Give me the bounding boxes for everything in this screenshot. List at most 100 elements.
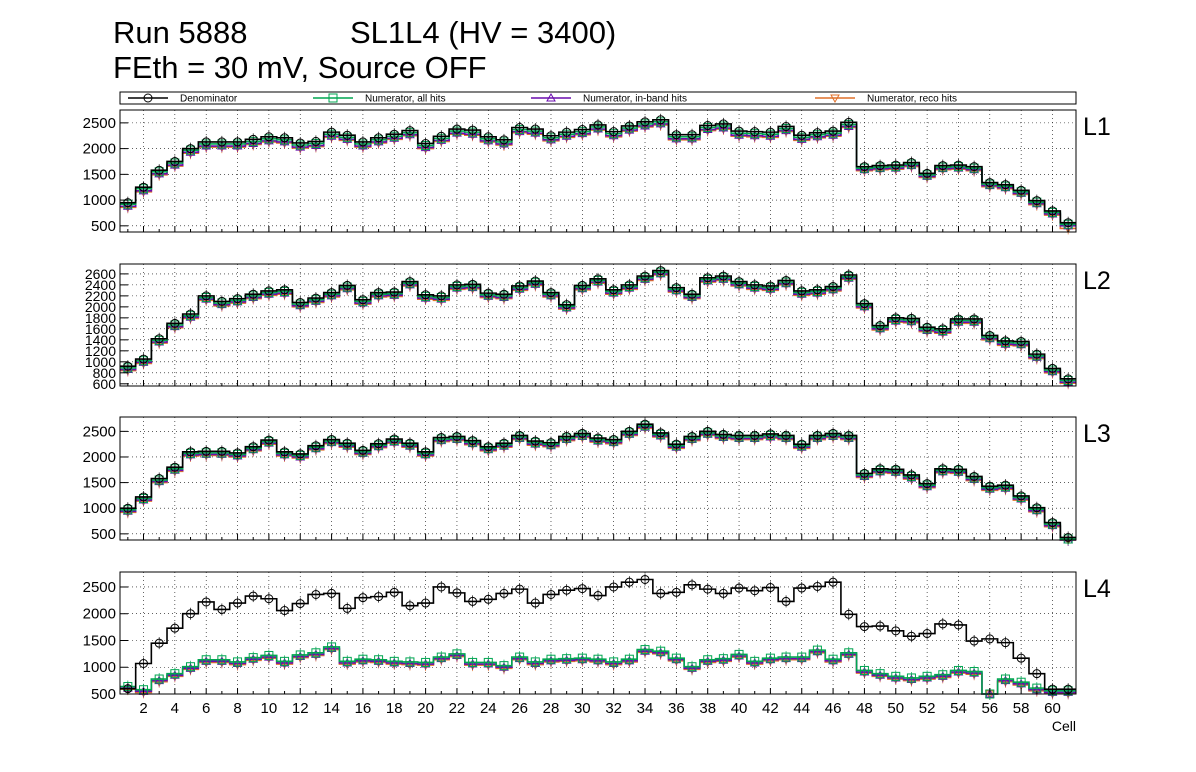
data-point xyxy=(703,426,713,436)
y-tick-label: 2500 xyxy=(83,579,116,596)
data-point xyxy=(906,631,916,641)
data-point xyxy=(624,426,634,436)
data-point xyxy=(906,673,916,683)
data-point xyxy=(765,127,775,137)
data-point xyxy=(828,654,838,664)
data-point xyxy=(1063,532,1073,542)
data-point xyxy=(170,156,180,166)
y-tick-label: 2500 xyxy=(83,115,116,132)
data-point xyxy=(405,126,415,136)
data-point xyxy=(844,430,854,440)
data-point xyxy=(233,598,243,608)
data-point xyxy=(280,285,290,295)
data-point xyxy=(938,670,948,680)
data-point xyxy=(280,133,290,143)
data-point xyxy=(483,288,493,298)
data-point xyxy=(640,271,650,281)
x-tick-label: 60 xyxy=(1044,700,1061,717)
x-axis-label: Cell xyxy=(1052,718,1076,734)
data-point xyxy=(891,464,901,474)
data-point xyxy=(264,650,274,660)
data-point xyxy=(656,588,666,598)
data-point xyxy=(1016,336,1026,346)
data-point xyxy=(985,481,995,491)
data-point xyxy=(374,439,384,449)
data-point xyxy=(295,599,305,609)
data-point xyxy=(358,295,368,305)
data-point xyxy=(922,322,932,332)
x-tick-label: 8 xyxy=(233,700,241,717)
data-point xyxy=(797,286,807,296)
data-point xyxy=(828,428,838,438)
data-point xyxy=(186,447,196,457)
data-point xyxy=(248,134,258,144)
data-point xyxy=(922,168,932,178)
data-point xyxy=(421,447,431,457)
data-point xyxy=(436,131,446,141)
x-tick-label: 40 xyxy=(731,700,748,717)
data-point xyxy=(640,574,650,584)
data-point xyxy=(327,588,337,598)
data-point xyxy=(562,431,572,441)
x-tick-label: 30 xyxy=(574,700,591,717)
data-point xyxy=(483,442,493,452)
data-point xyxy=(609,435,619,445)
data-point xyxy=(358,137,368,147)
data-point xyxy=(656,266,666,276)
legend-label-2: Numerator, in-band hits xyxy=(583,94,687,105)
data-point xyxy=(233,137,243,147)
y-tick-label: 2000 xyxy=(85,299,116,315)
data-point xyxy=(233,294,243,304)
data-point xyxy=(750,127,760,137)
data-point xyxy=(499,661,509,671)
series-0 xyxy=(120,113,1076,229)
data-point xyxy=(233,448,243,458)
data-point xyxy=(687,289,697,299)
data-point xyxy=(515,281,525,291)
data-point xyxy=(374,592,384,602)
data-point xyxy=(139,659,149,668)
data-point xyxy=(530,436,540,446)
data-point xyxy=(264,594,274,604)
y-tick-label: 2600 xyxy=(85,266,116,282)
data-point xyxy=(765,653,775,663)
panel-label: L2 xyxy=(1083,267,1111,295)
data-point xyxy=(186,609,196,619)
y-tick-label: 2000 xyxy=(83,449,116,466)
data-point xyxy=(750,586,760,596)
data-point xyxy=(358,593,368,603)
data-point xyxy=(499,588,509,598)
data-point xyxy=(483,657,493,667)
data-point xyxy=(311,441,321,451)
data-point xyxy=(436,652,446,662)
panel-label: L3 xyxy=(1083,420,1111,448)
data-point xyxy=(938,619,948,629)
data-point xyxy=(640,645,650,655)
data-point xyxy=(186,309,196,319)
data-point xyxy=(859,162,869,172)
series-0 xyxy=(120,418,1076,544)
data-point xyxy=(703,584,713,594)
data-point xyxy=(985,178,995,188)
data-point xyxy=(671,439,681,449)
data-point xyxy=(577,584,587,594)
data-point xyxy=(1032,349,1042,359)
data-point xyxy=(342,130,352,140)
legend-marker-2 xyxy=(546,92,556,102)
data-point xyxy=(781,430,791,440)
data-point xyxy=(953,620,963,630)
data-point xyxy=(468,279,478,289)
data-point xyxy=(1032,503,1042,513)
data-point xyxy=(781,121,791,131)
data-point xyxy=(812,285,822,295)
data-point xyxy=(1000,336,1010,346)
data-point xyxy=(562,127,572,137)
data-point xyxy=(953,160,963,170)
data-point xyxy=(718,588,728,598)
data-point xyxy=(828,577,838,587)
data-point xyxy=(233,657,243,667)
panel-label: L1 xyxy=(1083,113,1111,141)
data-point xyxy=(530,124,540,134)
data-point xyxy=(969,667,979,677)
